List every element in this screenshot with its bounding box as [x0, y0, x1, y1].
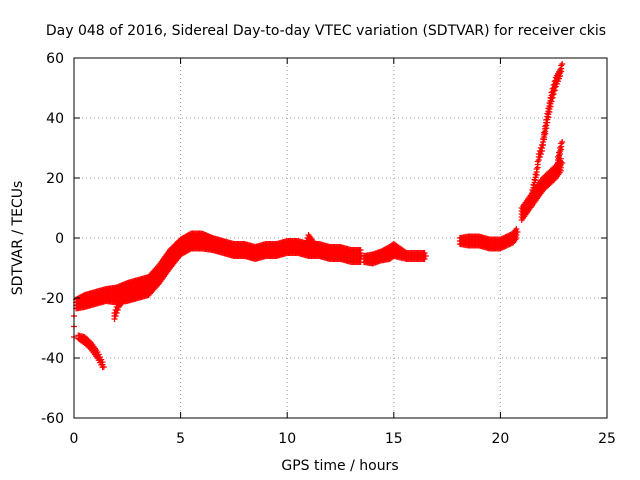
x-tick-label: 15 [385, 431, 403, 447]
y-tick-label: -20 [41, 291, 64, 307]
y-tick-label: 40 [46, 111, 64, 127]
x-tick-label: 20 [491, 431, 509, 447]
y-tick-label: 0 [55, 231, 64, 247]
data-point [99, 359, 106, 366]
data-point [357, 247, 364, 253]
data-point [513, 226, 520, 232]
data-point [541, 129, 548, 136]
y-axis-label: SDTVAR / TECUs [10, 181, 26, 296]
data-point [559, 61, 566, 67]
y-tick-label: -40 [41, 351, 64, 367]
data-point [421, 250, 428, 256]
axis-ticks [73, 57, 608, 419]
x-axis-label: GPS time / hours [281, 458, 398, 474]
data-point [559, 139, 566, 145]
grid [74, 58, 607, 418]
data-point [315, 242, 322, 249]
x-tick-labels: 0 5 10 15 20 25 [70, 431, 616, 447]
plot-frame [73, 57, 608, 419]
x-tick-label: 0 [70, 431, 79, 447]
x-tick-label: 25 [598, 431, 616, 447]
chart-title: Day 048 of 2016, Sidereal Day-to-day VTE… [46, 23, 606, 39]
y-tick-labels: -60 -40 -20 0 20 40 60 [41, 51, 64, 427]
data-point [514, 229, 521, 235]
y-tick-label: -60 [41, 411, 64, 427]
data-points [71, 61, 566, 371]
data-point [316, 247, 323, 253]
data-point [100, 364, 107, 370]
x-tick-label: 5 [176, 431, 185, 447]
data-point [120, 295, 127, 301]
y-tick-label: 60 [46, 51, 64, 67]
x-tick-label: 10 [278, 431, 296, 447]
data-point [422, 253, 429, 259]
y-tick-label: 20 [46, 171, 64, 187]
